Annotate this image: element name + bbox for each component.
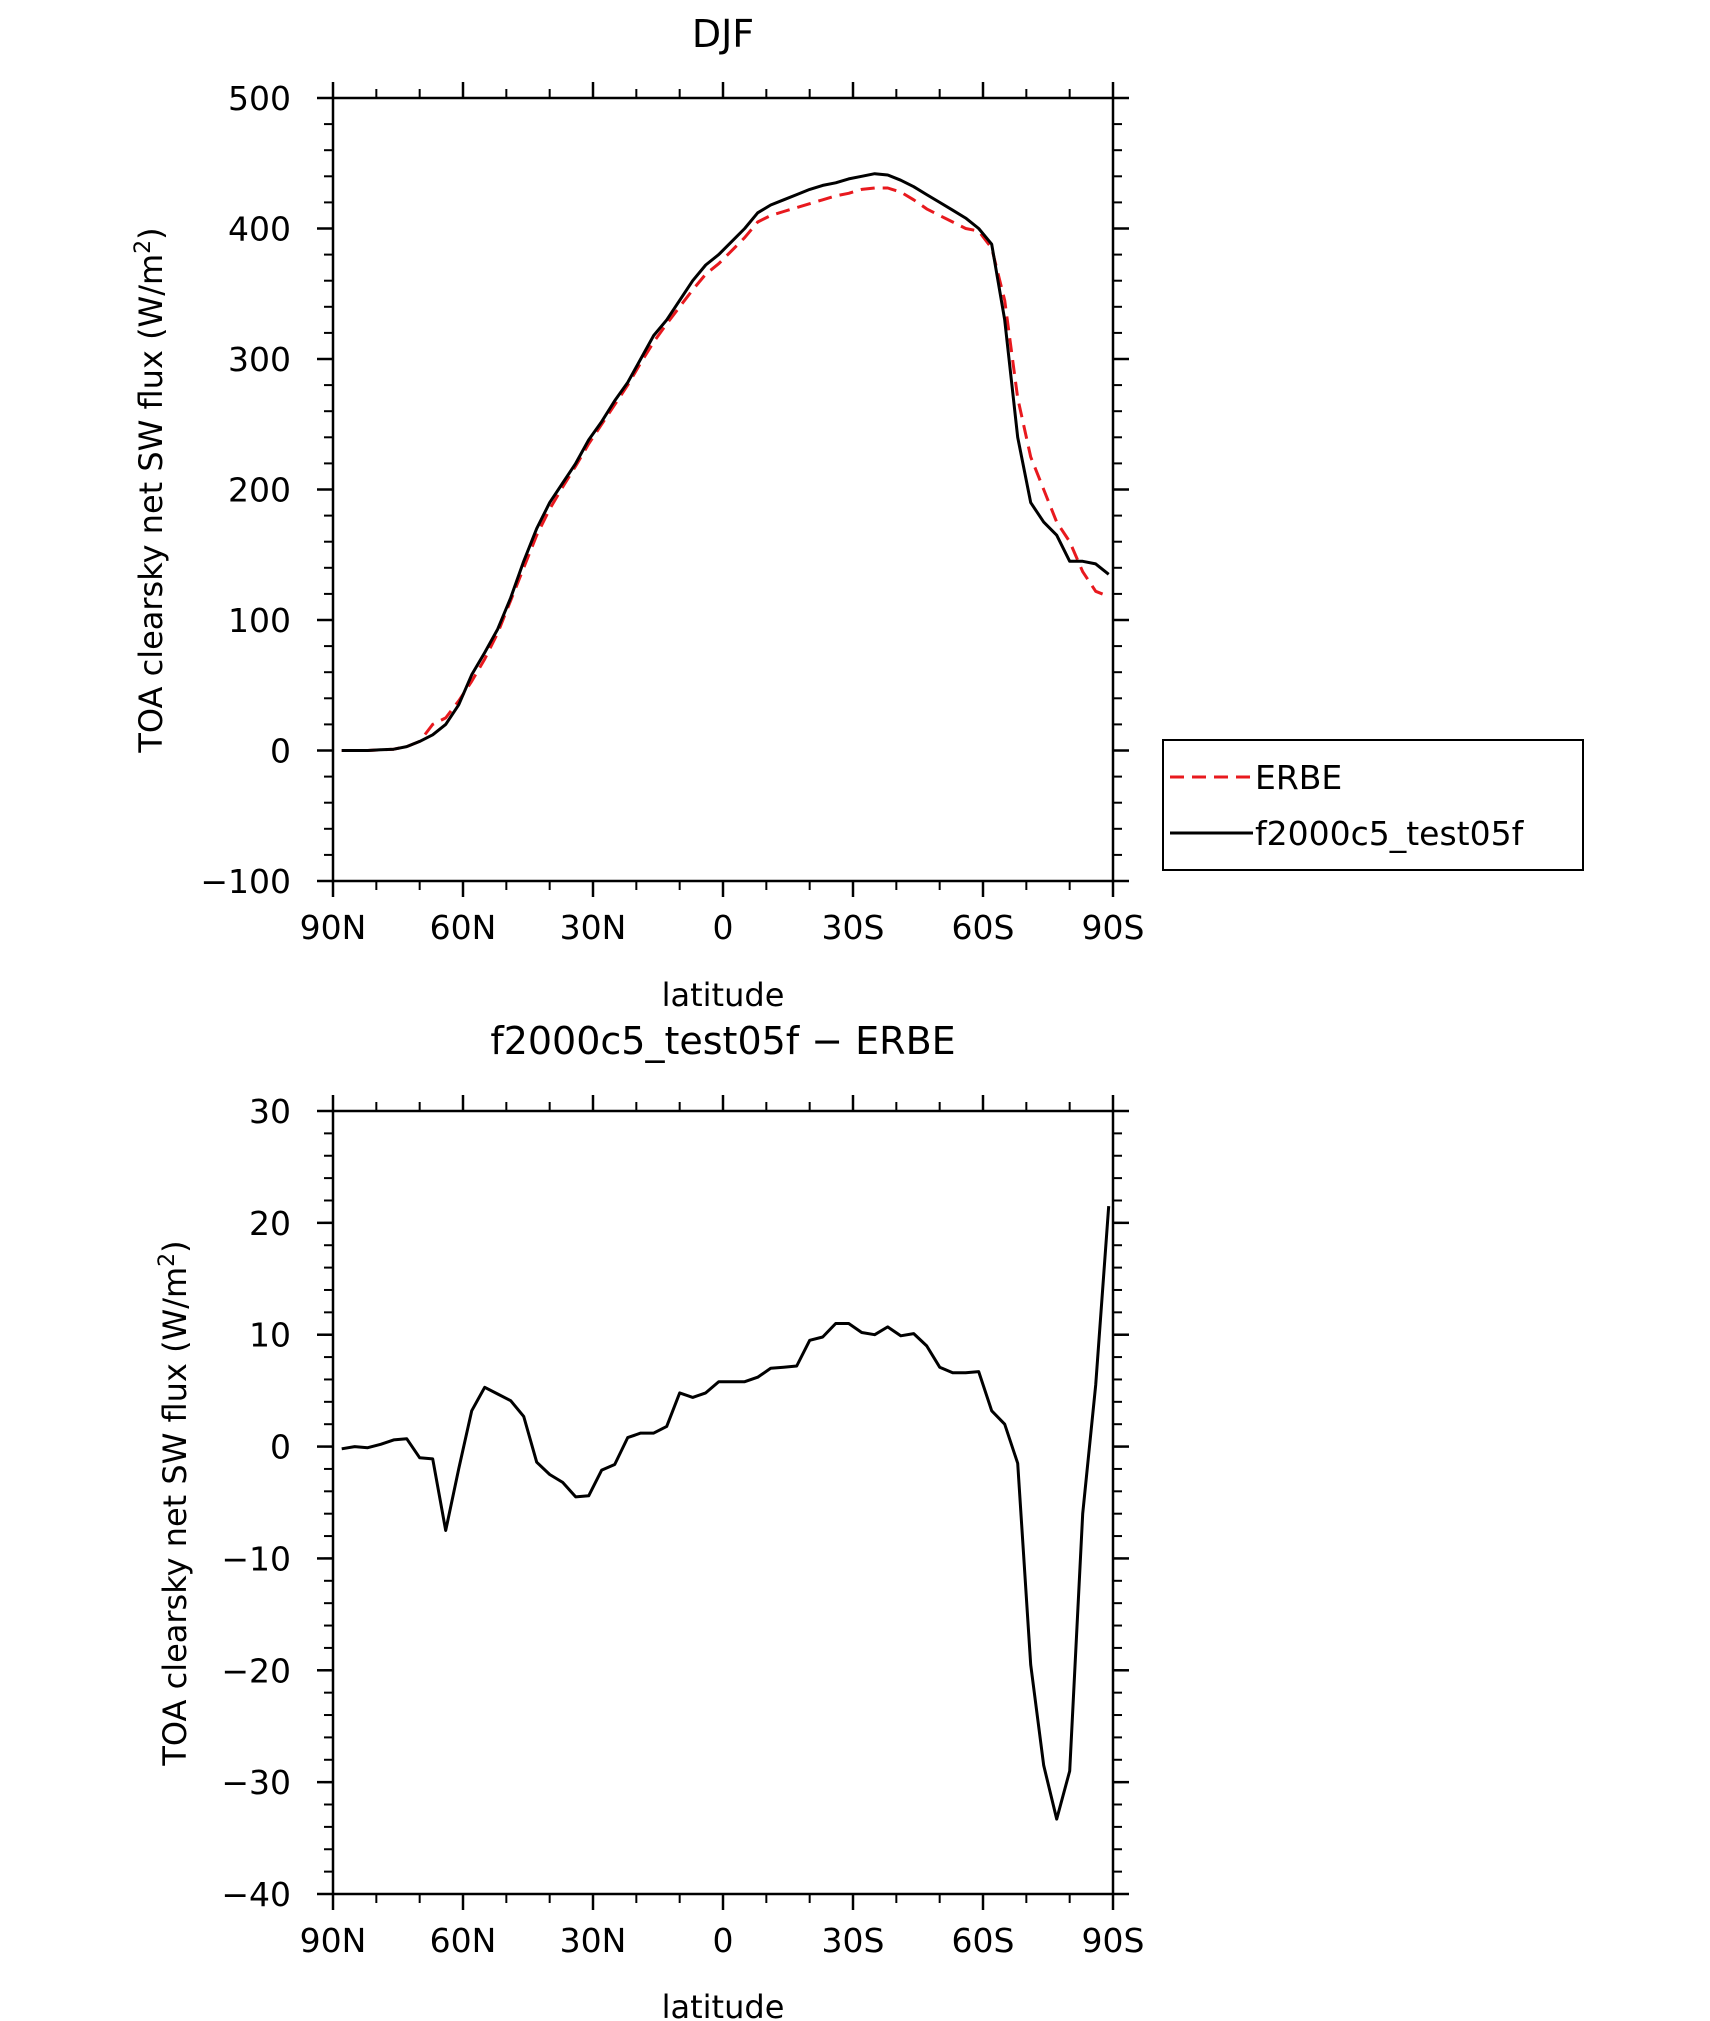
- legend-box: [1162, 739, 1584, 871]
- chart-bottom: f2000c5_test05f − ERBE 90N 60N 30N 0 30S 60S 9…: [155, 1019, 1144, 2021]
- chart-top-x-tick-label: 60S: [952, 908, 1015, 947]
- chart-bottom-y-axis-label-close: ): [156, 1240, 194, 1252]
- chart-bottom-x-axis-label: latitude: [662, 1988, 785, 2021]
- chart-top-x-tick-label: 90N: [300, 908, 367, 947]
- chart-top-y-tick-label: 300: [228, 340, 291, 379]
- chart-top-series-erbe-line: [341, 186, 1110, 752]
- chart-top-x-tick-label: 0: [713, 908, 734, 947]
- chart-top: DJF 90N 60N 30N 0 30S 60S 90S −100 0 100 200 300 400…: [131, 12, 1584, 1014]
- chart-bottom-x-tick-label: 30N: [560, 1921, 627, 1960]
- chart-top-series-f2000c5-test05f-line: [341, 172, 1110, 752]
- chart-top-y-tick-label: 200: [228, 471, 291, 510]
- chart-top-y-axis-label: TOA clearsky net SW flux (W/m2): [131, 227, 170, 753]
- chart-top-title: DJF: [692, 12, 754, 56]
- chart-bottom-y-tick-label: −10: [221, 1539, 291, 1578]
- chart-bottom-x-tick-label: 60N: [430, 1921, 497, 1960]
- chart-top-y-tick-label: 400: [228, 210, 291, 249]
- chart-bottom-y-tick-label: 20: [249, 1204, 291, 1243]
- chart-bottom-y-tick-label: −30: [221, 1763, 291, 1802]
- chart-bottom-series-difference-line: [341, 1205, 1111, 1821]
- chart-top-y-axis-label-close: ): [132, 227, 170, 239]
- chart-top-y-axis-label-sup: 2: [131, 240, 156, 254]
- chart-bottom-plot-frame: [331, 1109, 1115, 1896]
- chart-top-y-axis-label-main: TOA clearsky net SW flux (W/m: [132, 254, 170, 754]
- chart-top-y-tick-label: 100: [228, 601, 291, 640]
- chart-bottom-y-tick-label: 0: [270, 1428, 291, 1467]
- chart-bottom-title: f2000c5_test05f − ERBE: [490, 1019, 955, 1063]
- chart-bottom-y-tick-label: −40: [221, 1875, 291, 1914]
- chart-bottom-y-tick-label: 10: [249, 1316, 291, 1355]
- chart-top-marks: 90N 60N 30N 0 30S 60S 90S −100 0 100 200 300 400 500: [200, 79, 1144, 947]
- chart-top-x-axis-label: latitude: [662, 976, 785, 1014]
- chart-top-x-tick-label: 60N: [430, 908, 497, 947]
- chart-bottom-y-tick-label: −20: [221, 1651, 291, 1690]
- chart-bottom-y-tick-label: 30: [249, 1092, 291, 1131]
- chart-bottom-x-tick-label: 60S: [952, 1921, 1015, 1960]
- chart-bottom-x-tick-label: 0: [713, 1921, 734, 1960]
- chart-top-x-tick-label: 30S: [822, 908, 885, 947]
- chart-top-x-tick-label: 90S: [1082, 908, 1145, 947]
- chart-top-y-tick-label: 0: [270, 732, 291, 771]
- chart-bottom-x-tick-label: 30S: [822, 1921, 885, 1960]
- chart-top-x-tick-label: 30N: [560, 908, 627, 947]
- chart-bottom-x-tick-label: 90S: [1082, 1921, 1145, 1960]
- chart-bottom-x-tick-label: 90N: [300, 1921, 367, 1960]
- chart-top-y-tick-label: 500: [228, 79, 291, 118]
- chart-top-plot-frame: [331, 96, 1115, 883]
- chart-bottom-y-axis-label-main: TOA clearsky net SW flux (W/m: [156, 1267, 194, 1767]
- chart-top-y-tick-label: −100: [200, 862, 291, 901]
- legend-model-label: f2000c5_test05f: [1255, 814, 1525, 853]
- chart-bottom-marks: 90N 60N 30N 0 30S 60S 90S −40 −30 −20 −10 0 10 20 30: [221, 1092, 1144, 1960]
- legend-erbe-label: ERBE: [1255, 758, 1342, 797]
- chart-bottom-y-axis-label: TOA clearsky net SW flux (W/m2): [155, 1240, 194, 1766]
- chart-bottom-y-axis-label-sup: 2: [155, 1253, 180, 1267]
- chart-top-legend: ERBE f2000c5_test05f: [1162, 739, 1584, 871]
